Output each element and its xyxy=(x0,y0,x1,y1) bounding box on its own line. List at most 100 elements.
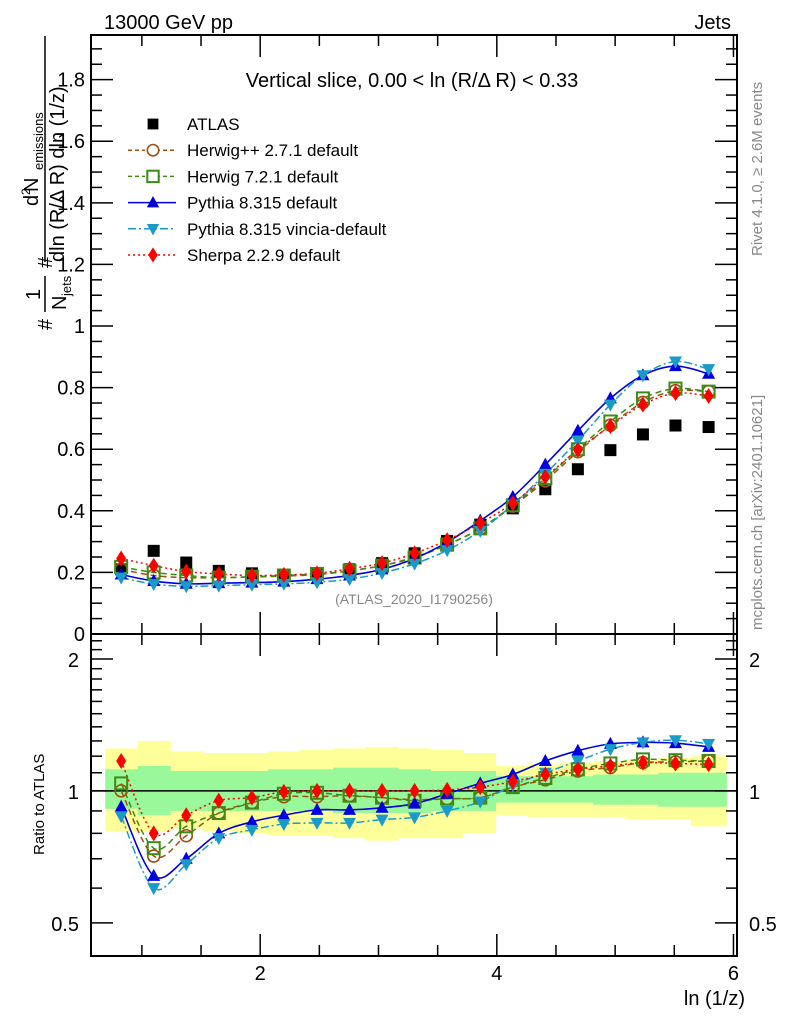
ratio-point-pythia-8-315-vincia-default xyxy=(277,819,291,832)
ratio-point-sherpa-2-2-9-default xyxy=(637,754,648,771)
ylabel-frac2-num-n: N xyxy=(21,178,43,192)
ratio-point-pythia-8-315-vincia-default xyxy=(343,817,357,830)
ratio-point-pythia-8-315-vincia-default xyxy=(147,883,161,896)
ylabel-frac2-num-sub: emissions xyxy=(31,112,46,170)
ratio-series-markers xyxy=(114,735,716,896)
legend-label: Pythia 8.315 default xyxy=(187,194,338,213)
main-point-sherpa-2-2-9-default xyxy=(507,495,518,512)
ratio-point-pythia-8-315-vincia-default xyxy=(114,811,128,824)
main-point-pythia-8-315-vincia-default xyxy=(179,581,193,594)
main-point-pythia-8-315-default xyxy=(571,423,585,436)
ylabel-frac2-den: dln (R/Δ R) dln (1/z) xyxy=(47,86,69,262)
main-point-sherpa-2-2-9-default xyxy=(703,387,714,404)
main-point-sherpa-2-2-9-default xyxy=(213,565,224,582)
legend-label: ATLAS xyxy=(187,115,240,134)
ratio-y-tick-label-left: 2 xyxy=(68,650,79,672)
main-point-pythia-8-315-vincia-default xyxy=(603,399,617,412)
ratio-point-sherpa-2-2-9-default xyxy=(442,781,453,798)
ratio-band-stat xyxy=(625,774,659,805)
legend: ATLAS Herwig++ 2.7.1 default Herwig 7.2.1 … xyxy=(128,115,387,265)
ratio-point-sherpa-2-2-9-default xyxy=(703,756,714,773)
main-point-atlas xyxy=(604,444,617,457)
ratio-band-stat xyxy=(690,772,727,807)
ylabel-frac1-den-sub: jets xyxy=(59,275,74,297)
ratio-point-pythia-8-315-vincia-default xyxy=(473,796,487,809)
main-point-pythia-8-315-vincia-default xyxy=(245,579,259,592)
main-point-atlas xyxy=(669,419,682,432)
ratio-point-sherpa-2-2-9-default xyxy=(377,782,388,799)
main-point-pythia-8-315-vincia-default xyxy=(668,356,682,369)
main-point-pythia-8-315-vincia-default xyxy=(343,574,357,587)
main-point-sherpa-2-2-9-default xyxy=(278,566,289,583)
main-point-pythia-8-315-vincia-default xyxy=(114,572,128,585)
ratio-point-pythia-8-315-vincia-default xyxy=(375,814,389,827)
legend-label: Herwig++ 2.7.1 default xyxy=(187,141,358,160)
main-point-sherpa-2-2-9-default xyxy=(540,468,551,485)
legend-marker-sherpa-2-2-9-default xyxy=(148,247,158,263)
ratio-point-pythia-8-315-vincia-default xyxy=(310,817,324,830)
legend-item-sherpa-2-2-9-default: Sherpa 2.2.9 default xyxy=(128,246,340,265)
x-tick-label: 2 xyxy=(255,963,266,985)
main-y-tick-label: 1.8 xyxy=(57,70,85,92)
ratio-point-sherpa-2-2-9-default xyxy=(475,779,486,796)
ylabel-frac2-num-d: d xyxy=(21,195,43,206)
legend-marker-pythia-8-315-vincia-default xyxy=(146,224,160,236)
legend-label: Pythia 8.315 vincia-default xyxy=(187,220,387,239)
ratio-point-pythia-8-315-default xyxy=(310,802,324,815)
main-point-atlas xyxy=(702,421,715,434)
legend-marker-herwig-7-2-1-default xyxy=(146,169,160,184)
ratio-frame xyxy=(90,633,738,957)
legend-label: Sherpa 2.2.9 default xyxy=(187,246,340,265)
ratio-point-sherpa-2-2-9-default xyxy=(572,761,583,778)
main-y-tick-label: 0 xyxy=(74,624,85,646)
main-point-pythia-8-315-vincia-default xyxy=(310,577,324,590)
main-point-pythia-8-315-vincia-default xyxy=(147,579,161,592)
legend-marker-pythia-8-315-default xyxy=(146,195,160,208)
ratio-point-herwig-7-2-1-default xyxy=(114,776,129,791)
main-point-sherpa-2-2-9-default xyxy=(246,567,257,584)
x-axis-label: ln (1/z) xyxy=(684,988,745,1010)
ratio-point-pythia-8-315-default xyxy=(147,868,161,881)
ratio-point-herwig-7-2-1-default xyxy=(146,841,161,856)
ratio-axes: 0.5 0.5 1 1 2 2 2 4 6 xyxy=(51,633,777,985)
main-y-tick-label: 0.2 xyxy=(57,562,85,584)
main-point-sherpa-2-2-9-default xyxy=(116,550,127,567)
main-point-sherpa-2-2-9-default xyxy=(475,515,486,532)
legend-item-herwig-2-7-1-default: Herwig++ 2.7.1 default xyxy=(128,141,358,160)
ylabel-hash-2: # xyxy=(35,256,57,268)
ratio-point-herwig-2-7-1-default xyxy=(114,784,128,798)
main-point-sherpa-2-2-9-default xyxy=(409,545,420,562)
ratio-point-sherpa-2-2-9-default xyxy=(507,773,518,790)
main-point-sherpa-2-2-9-default xyxy=(442,532,453,549)
header-right: Jets xyxy=(694,12,731,34)
main-point-pythia-8-315-vincia-default xyxy=(473,525,487,538)
ratio-point-pythia-8-315-default xyxy=(375,800,389,813)
ratio-point-sherpa-2-2-9-default xyxy=(181,807,192,824)
main-y-tick-label: 0.8 xyxy=(57,378,85,400)
mcplots-label: mcplots.cern.ch [arXiv:2401.10621] xyxy=(749,395,766,630)
rivet-version-label: Rivet 4.1.0, ≥ 2.6M events xyxy=(749,82,766,256)
main-point-pythia-8-315-vincia-default xyxy=(212,580,226,593)
legend-marker-herwig-2-7-1-default xyxy=(146,143,160,157)
ratio-point-sherpa-2-2-9-default xyxy=(116,752,127,769)
legend-marker-atlas xyxy=(147,118,159,130)
ratio-y-axis-label: Ratio to ATLAS xyxy=(31,754,48,855)
ratio-point-pythia-8-315-vincia-default xyxy=(702,738,716,751)
x-tick-label: 4 xyxy=(491,963,502,985)
main-point-sherpa-2-2-9-default xyxy=(311,565,322,582)
ratio-point-sherpa-2-2-9-default xyxy=(540,766,551,783)
ratio-point-pythia-8-315-default xyxy=(277,808,291,821)
ratio-band-stat xyxy=(658,772,692,807)
ratio-point-pythia-8-315-vincia-default xyxy=(212,833,226,846)
x-tick-label: 6 xyxy=(728,963,739,985)
main-point-atlas xyxy=(571,463,584,476)
ratio-band-stat xyxy=(560,776,594,803)
ylabel-frac2-num-sup: 2 xyxy=(19,188,33,195)
ratio-point-sherpa-2-2-9-default xyxy=(344,782,355,799)
main-point-pythia-8-315-vincia-default xyxy=(702,364,716,377)
ratio-point-pythia-8-315-default xyxy=(571,743,585,756)
ratio-point-pythia-8-315-vincia-default xyxy=(636,737,650,750)
main-y-tick-label: 0.4 xyxy=(57,501,85,523)
ratio-point-herwig-2-7-1-default xyxy=(146,849,161,863)
ratio-y-tick-label-left: 0.5 xyxy=(51,914,79,936)
